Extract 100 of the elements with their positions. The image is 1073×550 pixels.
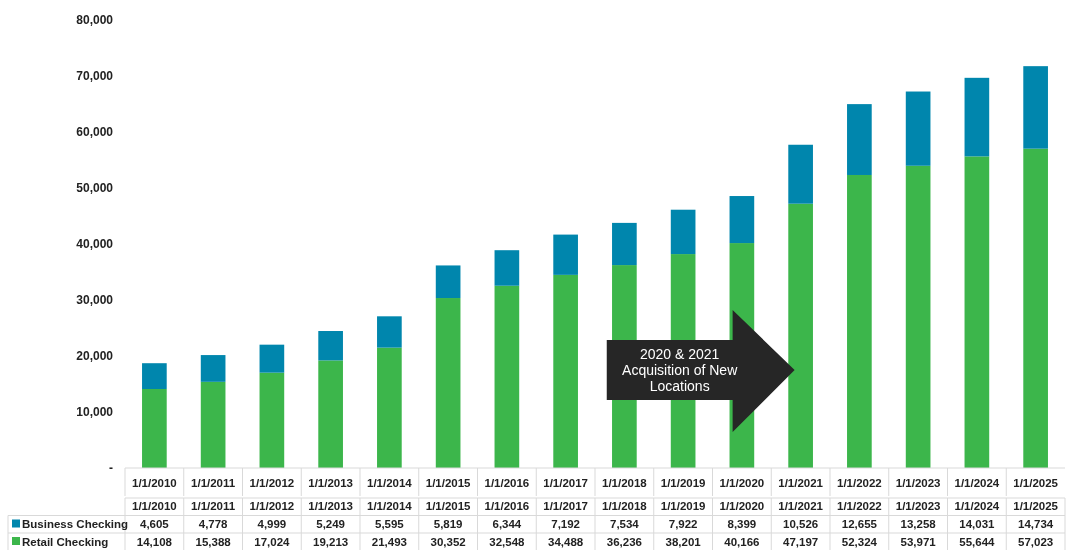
category-label: 1/1/2020 [719, 500, 765, 512]
x-tick-label: 1/1/2015 [425, 477, 472, 489]
bar [847, 174, 872, 468]
bar [142, 363, 167, 389]
data-label: 6,344 [492, 518, 522, 530]
legend-label: Retail Checking [22, 535, 109, 548]
bar [259, 372, 285, 468]
x-tick-label: 1/1/2025 [1013, 477, 1059, 489]
category-label: 1/1/2025 [1013, 500, 1059, 512]
bar [377, 316, 402, 348]
x-tick-label: 1/1/2014 [366, 477, 413, 489]
data-label: 52,324 [841, 535, 878, 548]
data-label: 57,023 [1018, 535, 1054, 548]
category-label: 1/1/2022 [836, 500, 882, 512]
legend-label: Business Checking [22, 518, 129, 530]
bar [964, 156, 990, 468]
category-label: 1/1/2023 [895, 500, 941, 512]
data-label: 38,201 [665, 535, 702, 548]
bar [729, 196, 755, 244]
bar [1023, 66, 1048, 149]
data-label: 47,197 [783, 535, 819, 548]
data-label: 4,778 [198, 518, 229, 530]
bar [318, 331, 343, 361]
x-tick-label: 1/1/2021 [778, 477, 824, 489]
data-label: 40,166 [724, 535, 760, 548]
x-tick-label: 1/1/2016 [484, 477, 530, 489]
data-label: 13,258 [900, 518, 937, 530]
bar [964, 77, 990, 157]
bar [553, 274, 578, 468]
y-tick-label: 40,000 [76, 237, 114, 252]
category-label: 1/1/2019 [660, 500, 706, 512]
data-label: 14,108 [136, 535, 173, 548]
bar [494, 250, 520, 286]
data-label: 14,734 [1018, 518, 1054, 530]
bar [905, 91, 931, 166]
data-label: 4,999 [257, 518, 287, 530]
bar [788, 203, 813, 468]
bar [377, 347, 402, 468]
bar [612, 222, 637, 266]
x-tick-label: 1/1/2022 [836, 477, 882, 489]
bar [200, 355, 226, 382]
y-tick-label: 70,000 [76, 69, 114, 84]
category-label: 1/1/2013 [308, 500, 354, 512]
data-label: 34,488 [548, 535, 584, 548]
category-label: 1/1/2012 [249, 500, 295, 512]
x-tick-label: 1/1/2017 [543, 477, 589, 489]
data-label: 10,526 [783, 518, 819, 530]
category-label: 1/1/2015 [425, 500, 471, 512]
data-label: 5,595 [374, 518, 405, 530]
x-tick-label: 1/1/2023 [895, 477, 941, 489]
x-tick-label: 1/1/2019 [660, 477, 706, 489]
data-label: 21,493 [371, 535, 407, 548]
y-tick-label: 20,000 [76, 349, 114, 364]
x-tick-label: 1/1/2020 [719, 477, 765, 489]
x-tick-label: 1/1/2013 [308, 477, 354, 489]
data-label: 15,388 [195, 535, 232, 548]
y-tick-label: - [109, 461, 113, 476]
bar [200, 381, 226, 468]
data-label: 5,819 [433, 518, 463, 530]
data-label: 36,236 [606, 535, 642, 548]
bar [1023, 148, 1048, 468]
bar [905, 165, 931, 468]
data-label: 53,971 [900, 535, 937, 548]
x-tick-label: 1/1/2018 [601, 477, 648, 489]
category-label: 1/1/2014 [366, 500, 412, 512]
data-label: 32,548 [489, 535, 526, 548]
bar [494, 285, 520, 468]
bar [553, 234, 578, 275]
bar [435, 298, 461, 468]
category-label: 1/1/2010 [131, 500, 177, 512]
bar [847, 104, 872, 175]
y-tick-label: 60,000 [76, 125, 114, 140]
x-tick-label: 1/1/2011 [191, 477, 236, 489]
bar [318, 360, 343, 468]
y-tick-label: 80,000 [76, 13, 114, 28]
bar [788, 144, 813, 204]
category-label: 1/1/2021 [778, 500, 824, 512]
annotation: 2020 & 2021 Acquisition of New Locations [622, 345, 739, 394]
category-label: 1/1/2024 [954, 500, 1000, 512]
data-label: 7,922 [668, 518, 698, 530]
y-tick-label: 50,000 [76, 181, 114, 196]
data-label: 7,192 [551, 518, 581, 530]
category-label: 1/1/2011 [191, 500, 236, 512]
category-label: 1/1/2017 [543, 500, 589, 512]
data-label: 8,399 [727, 518, 757, 530]
data-label: 14,031 [959, 518, 996, 530]
bar [259, 344, 285, 373]
data-label: 4,605 [139, 518, 170, 530]
y-tick-label: 30,000 [76, 293, 114, 308]
bar [670, 209, 696, 255]
bar [142, 389, 167, 468]
bar [435, 265, 461, 299]
data-label: 55,644 [959, 535, 996, 548]
category-label: 1/1/2016 [484, 500, 530, 512]
x-tick-label: 1/1/2010 [131, 477, 177, 489]
data-label: 7,534 [609, 518, 640, 530]
category-label: 1/1/2018 [601, 500, 647, 512]
x-tick-label: 1/1/2024 [954, 477, 1000, 489]
data-label: 30,352 [430, 535, 466, 548]
x-tick-label: 1/1/2012 [249, 477, 295, 489]
